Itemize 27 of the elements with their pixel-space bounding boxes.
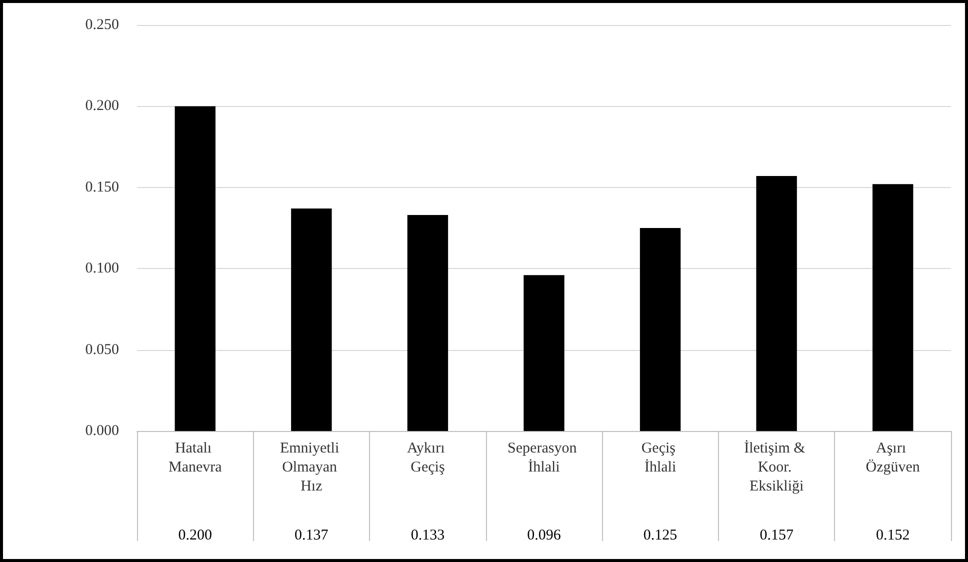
bar — [174, 106, 216, 431]
data-label: 0.137 — [294, 528, 329, 544]
x-tick-label: Hatalı Manevra — [168, 440, 222, 476]
y-tick-label: 0.050 — [85, 342, 119, 358]
y-tick-label: 0.250 — [85, 17, 119, 33]
y-tick-label: 0.100 — [85, 260, 119, 277]
data-label: 0.157 — [760, 528, 794, 544]
bar — [407, 215, 448, 431]
x-tick-label: Geçiş İhlali — [641, 440, 680, 476]
data-label: 0.200 — [178, 528, 212, 544]
bar — [524, 275, 564, 431]
y-tick-label: 0.150 — [85, 179, 119, 196]
data-label: 0.152 — [876, 528, 910, 544]
y-tick-label: 0.200 — [85, 98, 119, 114]
bar — [872, 184, 914, 431]
bar — [640, 228, 681, 431]
x-tick-label: Seperasyon İhlali — [508, 440, 580, 476]
data-label: 0.133 — [410, 528, 445, 544]
x-tick-label: Aykırı Geçiş — [406, 440, 448, 476]
x-tick-label: İletişim & Koor. Eksikliği — [744, 440, 810, 494]
y-tick-label: 0.000 — [85, 423, 119, 439]
x-tick-label: Emniyetli Olmayan Hız — [280, 440, 343, 494]
data-label: 0.096 — [527, 528, 562, 544]
data-label: 0.125 — [643, 528, 678, 544]
bar — [291, 208, 332, 431]
bar — [756, 176, 797, 431]
x-tick-label: Aşırı Özgüven — [866, 440, 920, 476]
